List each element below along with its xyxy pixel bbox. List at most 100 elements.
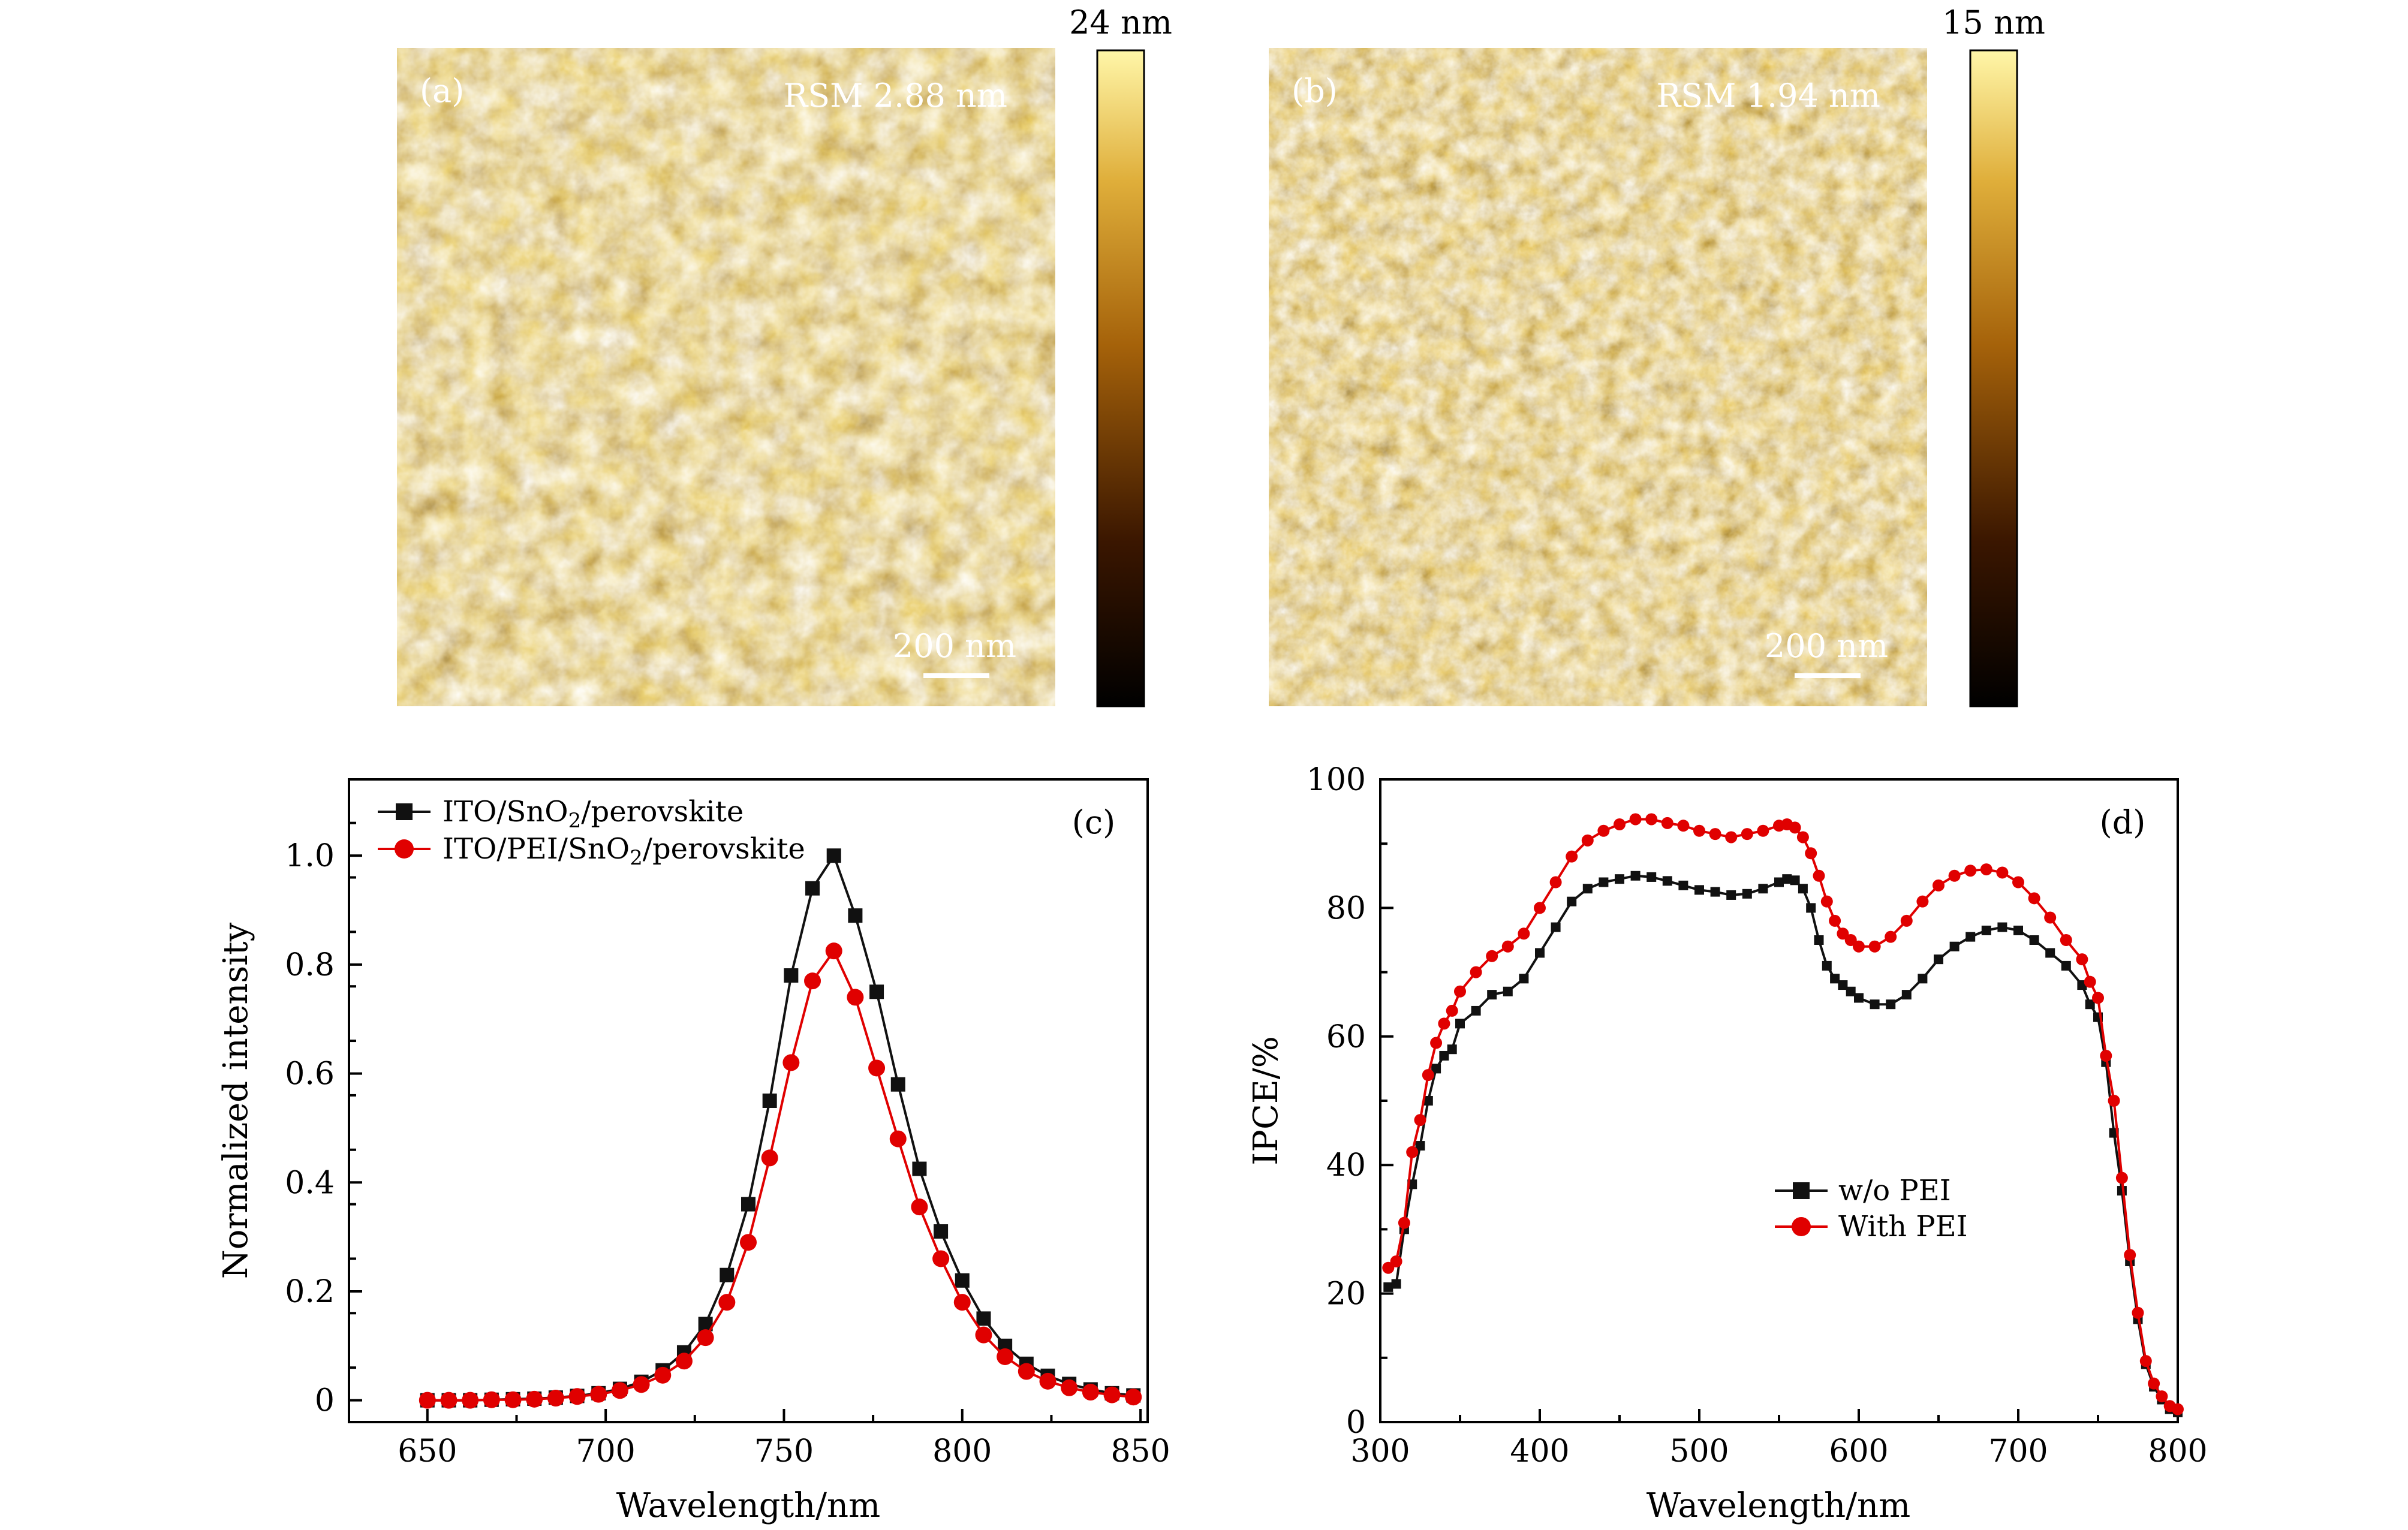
data-point	[1423, 1096, 1433, 1106]
afm-scale-bar-label: 200 nm	[893, 627, 1016, 665]
data-point	[740, 1234, 757, 1251]
data-point	[953, 1294, 971, 1311]
legend-marker-square	[1793, 1182, 1810, 1199]
data-point	[1454, 985, 1466, 998]
legend-entry: ITO/SnO2/perovskite	[443, 795, 744, 833]
y-tick-label: 80	[1326, 890, 1366, 926]
chart-c: 650 700 750 800 850 0 0.2 0.4 0.6 0.8 1.0 (c) Wave…	[216, 778, 1170, 1525]
data-point	[1471, 1005, 1481, 1016]
plot-frame	[1379, 778, 2179, 1423]
data-point	[1774, 877, 1784, 887]
data-point	[590, 1386, 607, 1403]
data-point	[1758, 884, 1768, 894]
colorbar-max-label: 24 nm	[1069, 4, 1172, 41]
x-axis-title: Wavelength/nm	[1647, 1486, 1910, 1525]
data-point	[2172, 1403, 2184, 1415]
data-point	[1535, 948, 1545, 958]
data-point	[1726, 890, 1736, 900]
data-point	[741, 1197, 755, 1212]
afm-roughness-label: RSM 2.88 nm	[784, 77, 1008, 115]
data-point	[1518, 927, 1530, 940]
data-point	[483, 1391, 500, 1408]
data-point	[2028, 892, 2040, 905]
data-point	[1486, 950, 1498, 962]
data-point	[1382, 1261, 1395, 1274]
legend-text-base: ITO/SnO	[443, 795, 568, 829]
data-point	[1964, 865, 1977, 877]
data-point	[1820, 895, 1833, 908]
data-point	[1125, 1389, 1142, 1406]
data-point	[1519, 974, 1529, 984]
data-point	[997, 1348, 1014, 1365]
plot-frame	[348, 778, 1149, 1423]
data-point	[526, 1390, 543, 1408]
legend-entry: w/o PEI	[1838, 1174, 1951, 1207]
series-line	[427, 853, 1134, 1402]
data-point	[869, 984, 884, 999]
data-point	[1103, 1386, 1121, 1403]
y-tick-label: 0.4	[285, 1165, 335, 1201]
data-point	[1581, 834, 1594, 847]
data-point	[1806, 903, 1816, 913]
legend-marker-square	[396, 803, 413, 820]
data-point	[1422, 1069, 1434, 1082]
data-point	[1018, 1363, 1035, 1380]
data-point	[1918, 974, 1928, 984]
data-point	[1534, 902, 1546, 914]
data-point	[1661, 817, 1673, 829]
data-point	[868, 1059, 886, 1077]
data-point	[975, 1326, 992, 1344]
data-point	[2148, 1377, 2160, 1390]
data-point	[1742, 889, 1752, 899]
data-point	[547, 1390, 564, 1407]
data-point	[1900, 914, 1913, 927]
data-point	[1837, 927, 1849, 940]
data-point	[932, 1250, 950, 1267]
afm-image-b	[1269, 48, 1927, 706]
data-point	[805, 881, 820, 896]
data-point	[1709, 828, 1721, 841]
data-point	[1948, 869, 1961, 882]
data-point	[1933, 879, 1945, 892]
data-point	[1597, 824, 1610, 837]
legend: w/o PEI With PEI	[1775, 1174, 1968, 1243]
data-point	[1813, 869, 1825, 882]
data-point	[1645, 813, 1658, 826]
data-point	[1431, 1064, 1441, 1074]
data-point	[1398, 1216, 1410, 1229]
y-tick-label: 40	[1326, 1148, 1366, 1183]
data-point	[1391, 1279, 1401, 1289]
afm-panel-a: (a) RSM 2.88 nm 200 nm 24 nm	[397, 4, 1172, 707]
data-point	[1414, 1114, 1426, 1127]
afm-panel-label: (b)	[1292, 72, 1338, 110]
data-point	[1757, 824, 1769, 837]
data-point	[1430, 1037, 1443, 1049]
data-point	[1567, 896, 1577, 906]
data-point	[1501, 940, 1514, 953]
data-point	[1677, 820, 1690, 832]
data-point	[440, 1392, 457, 1409]
data-point	[1678, 880, 1688, 890]
data-point	[955, 1273, 970, 1288]
x-tick-label: 750	[754, 1433, 814, 1469]
data-point	[782, 1054, 800, 1071]
data-point	[1853, 940, 1865, 953]
data-point	[1997, 922, 2007, 932]
data-point	[1782, 874, 1792, 884]
series-line	[1387, 874, 2178, 1414]
data-point	[1438, 1017, 1450, 1030]
legend-marker-circle	[1792, 1217, 1811, 1236]
data-point	[1470, 966, 1482, 978]
y-tick-label: 60	[1326, 1019, 1366, 1055]
data-point	[1615, 874, 1624, 884]
data-point	[1965, 932, 1976, 942]
data-point	[889, 1130, 907, 1148]
y-tick-label: 0	[1346, 1405, 1366, 1441]
x-tick-label: 650	[398, 1433, 457, 1469]
data-point	[1455, 1019, 1465, 1029]
data-point	[1710, 887, 1720, 897]
data-point	[2013, 925, 2023, 935]
y-tick-label: 100	[1307, 762, 1366, 798]
data-point	[1798, 884, 1808, 894]
y-axis-title: Normalized intensity	[216, 922, 255, 1279]
